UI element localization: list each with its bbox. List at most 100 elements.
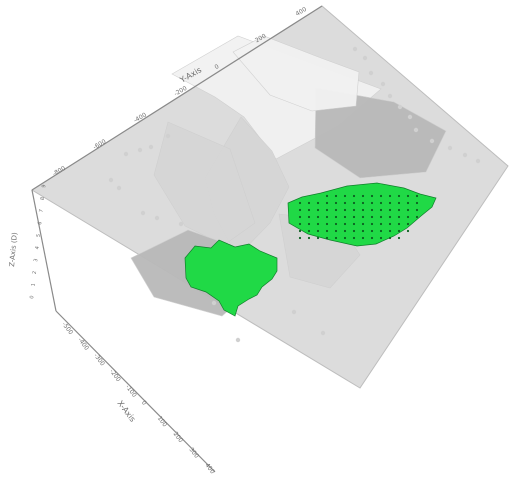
green-region-grid-dot <box>370 194 374 198</box>
green-region-grid-dot <box>343 201 347 205</box>
green-region-grid-dot <box>370 222 374 226</box>
green-region-grid-dot <box>379 194 383 198</box>
green-region-grid-dot <box>325 208 329 212</box>
green-region-grid-dot <box>325 215 329 219</box>
terrain-block-dot <box>320 330 326 336</box>
green-region-grid-dot <box>406 201 410 205</box>
y-axis-line <box>31 5 323 191</box>
green-region-grid-dot <box>316 229 320 233</box>
green-region-grid-dot <box>325 201 329 205</box>
green-region-grid-dot <box>343 222 347 226</box>
terrain-block-dot <box>368 70 374 76</box>
terrain-block-dot <box>108 177 114 183</box>
green-region-grid-dot <box>406 194 410 198</box>
terrain-block-dot <box>397 104 403 110</box>
green-region-grid-dot <box>388 236 392 240</box>
green-region-grid-dot <box>343 236 347 240</box>
green-region-grid-dot <box>379 236 383 240</box>
green-region-grid-dot <box>352 208 356 212</box>
green-region-grid-dot <box>298 208 302 212</box>
green-region-grid-dot <box>415 201 419 205</box>
green-region-grid-dot <box>397 215 401 219</box>
green-region-grid-dot <box>361 215 365 219</box>
green-region-grid-dot <box>415 208 419 212</box>
green-region-grid-dot <box>352 229 356 233</box>
x-axis-tick-label: -500 <box>60 321 74 336</box>
y-axis-tick-label: 200 <box>254 33 268 45</box>
green-region-grid-dot <box>325 222 329 226</box>
green-region-grid-dot <box>307 236 311 240</box>
green-region-grid-dot <box>325 236 329 240</box>
green-region-grid-dot <box>397 236 401 240</box>
green-region-grid-dot <box>298 215 302 219</box>
green-region-grid-dot <box>343 229 347 233</box>
terrain-block-dot <box>235 337 241 343</box>
green-region-grid-dot <box>388 194 392 198</box>
green-region-grid-dot <box>388 201 392 205</box>
green-region-grid-dot <box>307 215 311 219</box>
green-region-grid-dot <box>343 208 347 212</box>
terrain-block-dot <box>413 127 419 133</box>
green-region-grid-dot <box>370 208 374 212</box>
terrain-block-dot <box>352 46 358 52</box>
x-axis-tick-label: -100 <box>124 384 138 399</box>
green-region-grid-dot <box>379 215 383 219</box>
terrain-block-dot <box>123 151 129 157</box>
green-region-grid-dot <box>397 194 401 198</box>
green-region-grid-dot <box>379 229 383 233</box>
green-region-grid-dot <box>316 236 320 240</box>
green-region-grid-dot <box>370 229 374 233</box>
green-region-grid-dot <box>379 201 383 205</box>
green-region-grid-dot <box>307 201 311 205</box>
y-axis-tick-label: 0 <box>214 63 221 71</box>
terrain-block-dot <box>380 81 386 87</box>
y-axis-tick-label: 400 <box>295 6 309 18</box>
z-axis-tick-label: 2 <box>32 270 38 274</box>
green-region-grid-dot <box>379 222 383 226</box>
green-region-grid-dot <box>388 229 392 233</box>
green-region-grid-dot <box>397 222 401 226</box>
terrain-block-dot <box>362 55 368 61</box>
z-axis-tick-label: 6 <box>37 221 43 225</box>
green-region-grid-dot <box>307 229 311 233</box>
green-region-left <box>184 239 278 317</box>
z-axis-tick-label: 7 <box>38 209 44 213</box>
terrain-block-dot <box>154 215 160 221</box>
green-region-grid-dot <box>334 236 338 240</box>
x-axis-title: X-Axis <box>115 399 137 424</box>
green-region-grid-dot <box>298 229 302 233</box>
z-axis-tick-label: 8 <box>40 196 46 200</box>
green-region-grid-dot <box>361 201 365 205</box>
green-region-grid-dot <box>361 194 365 198</box>
green-region-grid-dot <box>298 201 302 205</box>
terrain-block-dot <box>475 158 481 164</box>
green-region-grid-dot <box>406 222 410 226</box>
green-region-grid-dot <box>325 229 329 233</box>
green-region-grid-dot <box>334 222 338 226</box>
green-region-grid-dot <box>316 201 320 205</box>
green-region-grid-dot <box>370 215 374 219</box>
axes-group <box>31 5 323 473</box>
x-axis-line <box>55 310 216 473</box>
z-axis-tick-label: 3 <box>33 258 39 262</box>
green-region-grid-dot <box>361 236 365 240</box>
green-region-grid-dot <box>388 215 392 219</box>
green-region-grid-dot <box>334 194 338 198</box>
green-region-grid-dot <box>406 208 410 212</box>
green-region-grid-dot <box>397 229 401 233</box>
x-axis-tick-label: 100 <box>156 415 169 429</box>
x-axis-tick-label: -400 <box>76 337 90 352</box>
green-region-grid-dot <box>334 229 338 233</box>
green-region-grid-dot <box>352 236 356 240</box>
terrain-block-dot <box>178 221 184 227</box>
terrain-block-dot <box>462 152 468 158</box>
green-region-grid-dot <box>298 236 302 240</box>
x-axis-tick-label: 400 <box>203 462 216 476</box>
terrain-block-dot <box>148 144 154 150</box>
z-axis-tick-label: 9 <box>41 184 47 188</box>
green-region-grid-dot <box>361 208 365 212</box>
green-region-grid-dot <box>388 222 392 226</box>
green-region-grid-dot <box>370 236 374 240</box>
